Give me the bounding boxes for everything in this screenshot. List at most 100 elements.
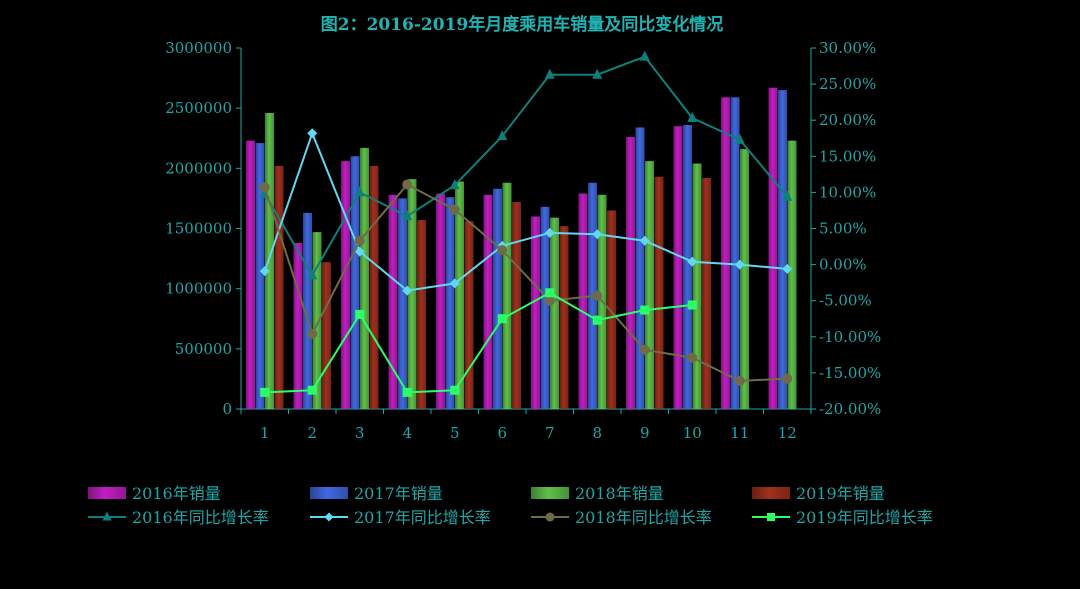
legend: 2016年销量 2017年销量 2018年销量 2019年销量 2016年同比增长率 20… [88,484,933,527]
y-left-tick-label: 1500000 [165,220,232,238]
y-left-tick-label: 1000000 [165,280,232,298]
y-left-tick-label: 0 [222,400,232,418]
y-right-tick-label: 20.00% [819,111,876,129]
bar-2018-1 [265,112,274,409]
point-2016-7 [544,68,555,79]
legend-label: 2018年同比增长率 [575,508,712,527]
y-left-tick-label: 500000 [175,340,232,358]
point-2017-9 [639,235,650,246]
y-right-tick-label: 0.00% [819,256,867,274]
point-2018-12 [782,373,793,384]
point-2019-3 [355,309,365,319]
bar-2019-6 [512,202,521,409]
y-right-tick-label: -5.00% [819,292,872,310]
point-2016-9 [639,50,650,61]
point-2017-4 [402,285,413,296]
bar-2019-2 [322,262,331,409]
x-tick-label: 11 [730,424,749,442]
bar-2016-1 [246,140,255,409]
x-tick-label: 3 [355,424,365,442]
bar-2018-9 [645,161,654,409]
point-2016-10 [687,112,698,123]
bar-2018-4 [407,179,417,409]
y-right-tick-label: 5.00% [819,220,867,238]
y-left-tick-label: 3000000 [165,39,232,57]
bar-2016-12 [768,87,778,410]
bar-2019-1 [274,165,284,409]
bar-2016-4 [388,194,398,409]
bar-2019-7 [559,226,569,409]
bar-2017-3 [350,156,360,409]
y-right-tick-label: -10.00% [819,328,881,346]
point-2018-3 [354,235,365,246]
bar-2017-9 [635,127,645,410]
bar-2016-7 [531,216,540,409]
legend-swatch-bar [531,487,569,499]
point-2017-7 [544,227,555,238]
legend-label: 2017年销量 [354,484,443,503]
line-2018-path [263,183,788,382]
x-tick-label: 7 [545,424,555,442]
point-2019-4 [402,387,412,397]
bar-2019-4 [417,220,426,409]
bar-2016-10 [673,126,683,409]
legend-label: 2018年销量 [575,484,664,503]
point-2019-1 [260,387,270,397]
x-tick-label: 9 [640,424,650,442]
bar-2017-2 [303,212,312,409]
x-tick-label: 5 [450,424,460,442]
bar-2017-11 [730,97,740,409]
bar-2017-6 [493,188,502,409]
legend-swatch-bar [752,487,790,499]
point-2018-1 [259,182,270,193]
legend-swatch-marker [324,512,334,522]
point-2018-6 [497,245,508,256]
legend-label: 2016年同比增长率 [132,508,269,527]
point-2017-10 [687,256,698,267]
point-2017-8 [592,229,603,240]
legend-swatch-marker [767,513,775,521]
legend-label: 2019年销量 [796,484,885,503]
legend-label: 2017年同比增长率 [354,508,491,527]
x-tick-label: 4 [402,424,412,442]
point-2018-7 [544,295,555,306]
point-2019-7 [545,288,555,298]
point-2017-11 [734,259,745,270]
point-2018-4 [402,179,413,190]
point-2018-5 [449,204,460,215]
bar-2019-9 [654,176,664,409]
line-2016-path [263,55,789,278]
bar-2016-5 [436,193,445,409]
x-tick-label: 1 [260,424,270,442]
point-2017-2 [307,128,318,139]
y-right-tick-label: -20.00% [819,400,881,418]
point-2018-2 [307,328,318,339]
point-2018-9 [639,344,650,355]
x-tick-label: 2 [307,424,317,442]
bar-2018-12 [787,140,797,409]
y-left-tick-label: 2000000 [165,159,232,177]
x-tick-label: 8 [592,424,602,442]
bar-2019-3 [369,165,379,409]
bar-2016-2 [293,242,303,409]
line-2017-path [263,130,788,292]
bar-2019-8 [607,210,616,409]
chart-title: 图2：2016-2019年月度乘用车销量及同比变化情况 [321,14,724,35]
point-2017-3 [354,246,365,257]
bar-2018-10 [692,163,702,409]
bar-2016-8 [578,193,588,409]
bar-2017-4 [398,198,407,409]
y-right-tick-label: 25.00% [819,75,876,93]
point-2018-11 [734,375,745,386]
x-tick-label: 12 [778,424,797,442]
legend-swatch-marker [102,511,112,521]
point-2016-3 [354,186,365,197]
point-2016-8 [592,68,603,79]
legend-swatch-bar [88,487,126,499]
point-2016-11 [734,133,745,144]
point-2017-12 [782,263,793,274]
point-2019-10 [687,300,697,310]
point-2017-5 [449,278,460,289]
